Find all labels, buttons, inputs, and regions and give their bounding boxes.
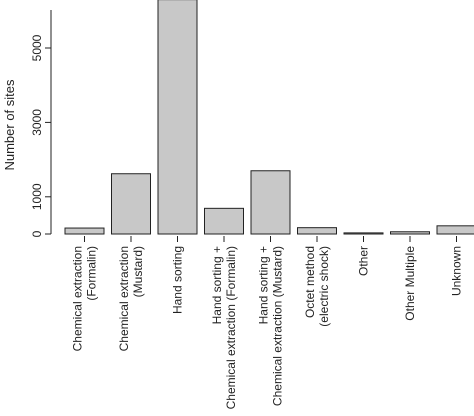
x-tick-label: Octet method(electric shock) <box>303 246 331 327</box>
y-tick-label: 1000 <box>30 183 44 210</box>
y-tick-label: 3000 <box>30 109 44 136</box>
x-tick-label: Other Multiple <box>403 246 417 321</box>
y-tick-label: 0 <box>30 230 44 237</box>
bar <box>297 227 337 235</box>
x-tick-label: Chemical extraction(Formalin) <box>71 246 99 351</box>
y-axis: 0 1000 3000 5000 <box>30 10 52 237</box>
bar <box>390 231 430 235</box>
bar <box>204 207 244 235</box>
bar <box>343 232 384 235</box>
x-tick-label: Hand sorting +Chemical extraction (Musta… <box>257 246 285 406</box>
x-tick-label: Hand sorting +Chemical extraction (Forma… <box>210 246 238 409</box>
x-tick-label: Other <box>357 246 371 276</box>
x-tick-label: Chemical extraction(Mustard) <box>117 246 145 351</box>
bar <box>157 0 198 235</box>
bar <box>64 227 105 235</box>
y-tick-label: 5000 <box>30 34 44 61</box>
x-tick-label: Hand sorting <box>171 246 185 314</box>
bar <box>436 225 474 235</box>
bars-group <box>64 0 474 235</box>
bar <box>111 173 151 235</box>
y-axis-label: Number of sites <box>2 79 17 171</box>
bar <box>250 170 291 235</box>
x-tick-label: Unknown <box>450 246 464 296</box>
x-tick-labels: Chemical extraction(Formalin) Chemical ex… <box>71 236 464 409</box>
